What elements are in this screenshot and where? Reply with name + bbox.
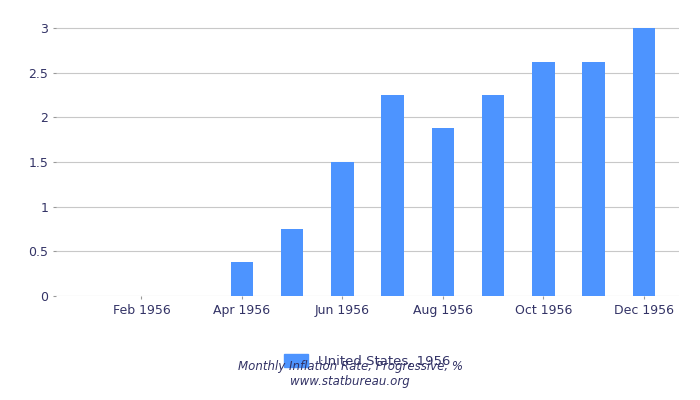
Legend: United States, 1956: United States, 1956 [284, 354, 451, 368]
Bar [482, 95, 505, 296]
Bar [331, 162, 354, 296]
Text: www.statbureau.org: www.statbureau.org [290, 375, 410, 388]
Bar [432, 128, 454, 296]
Bar [230, 262, 253, 296]
Bar [582, 62, 605, 296]
Bar [532, 62, 554, 296]
Text: Monthly Inflation Rate, Progressive, %: Monthly Inflation Rate, Progressive, % [237, 360, 463, 373]
Bar [633, 28, 655, 296]
Bar [281, 229, 303, 296]
Bar [382, 95, 404, 296]
